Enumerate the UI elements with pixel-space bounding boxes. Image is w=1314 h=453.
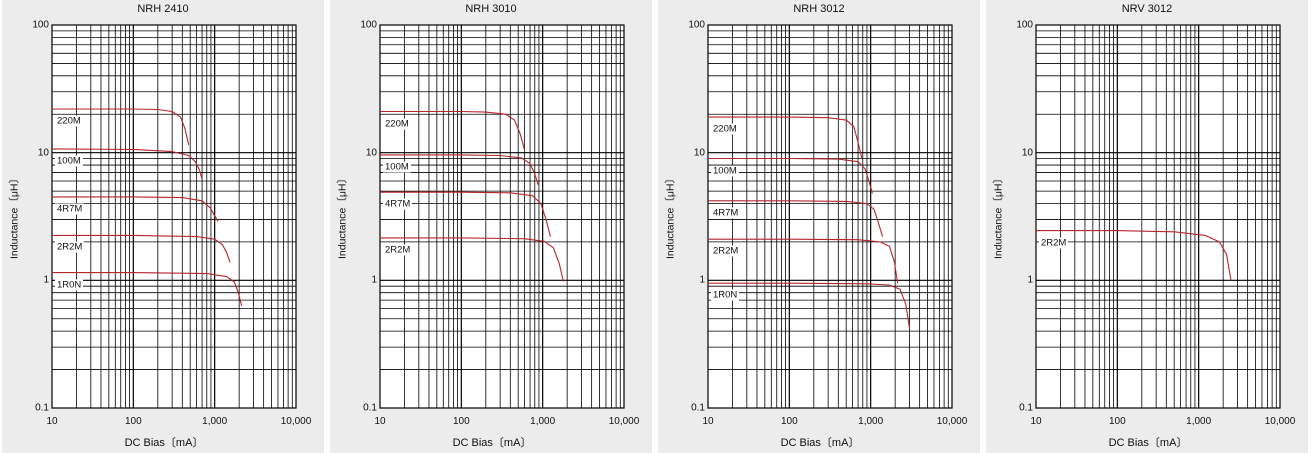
series-line-2r2m [1036,230,1232,281]
y-tick-label: 0.1 [35,402,49,414]
series-line-100m [51,148,203,180]
grid [1036,25,1280,408]
series-line-4r7m [380,191,552,237]
plot-frame [1035,24,1281,409]
series-label-100m: 100M [383,161,411,173]
chart-svg [707,24,953,409]
x-tick-label: 10,000 [280,416,312,427]
x-tick-label: 1,000 [202,416,228,427]
series-label-2r2m: 2R2M [711,245,741,257]
y-tick-label: 100 [360,19,377,31]
plot-frame [51,24,297,409]
y-tick-label: 0.1 [691,402,705,414]
chart-title: NRH 2410 [137,3,189,15]
y-axis-label-text: Inductance〔μH〕 [8,172,21,260]
x-tick-label: 100 [1108,416,1126,427]
series-label-220m: 220M [383,118,411,130]
series-line-220m [380,110,526,151]
series-line-4r7m [52,196,219,222]
x-tick-label: 10 [374,416,386,427]
chart-svg [51,24,297,409]
series-line-2r2m [380,237,564,282]
series-line-2r2m [708,238,899,284]
chart-svg [379,24,625,409]
chart-panel-nrh3010: NRH 3010 10 100 1,000 10,000 0.1 1 10 100 DC Bias… [330,0,652,453]
y-tick-label: 10 [1021,147,1033,159]
x-tick-label: 1,000 [530,416,556,427]
y-tick-label: 100 [688,19,705,31]
y-tick-label: 1 [371,274,377,286]
series-line-100m [708,157,873,194]
y-tick-label: 0.1 [1019,402,1033,414]
y-axis-label-text: Inductance〔μH〕 [664,172,677,260]
series-line-2r2m [52,234,231,263]
plot-area [708,25,952,408]
y-tick-label: 10 [365,147,377,159]
y-axis-label-text: Inductance〔μH〕 [992,172,1005,260]
series-label-1r0n: 1R0N [55,279,84,291]
series-label-4r7m: 4R7M [711,207,741,219]
x-tick-label: 100 [124,416,142,427]
y-tick-label: 10 [37,147,49,159]
x-axis-label: DC Bias〔mA〕 [452,437,532,449]
x-tick-label: 100 [452,416,470,427]
y-tick-label: 1 [1027,274,1033,286]
series-line-100m [380,154,539,185]
y-tick-label: 100 [1016,19,1033,31]
chart-title: NRV 3012 [1121,3,1173,15]
x-tick-label: 10 [1030,416,1042,427]
series-label-4r7m: 4R7M [55,203,85,215]
chart-title: NRH 3010 [465,3,517,15]
y-tick-label: 1 [43,274,49,286]
chart-title: NRH 3012 [793,3,845,15]
chart-svg [1035,24,1281,409]
series-line-220m [708,116,863,159]
x-tick-label: 10 [702,416,714,427]
x-tick-label: 10 [46,416,58,427]
series-label-2r2m: 2R2M [383,244,413,256]
x-axis-label: DC Bias〔mA〕 [780,437,860,449]
x-tick-label: 100 [780,416,798,427]
series-label-1r0n: 1R0N [711,289,740,301]
x-tick-label: 10,000 [936,416,968,427]
chart-panel-nrh2410: NRH 2410 10 100 1,000 10,000 0.1 1 10 100 DC Bias… [2,0,324,453]
plot-frame [379,24,625,409]
series-label-220m: 220M [55,115,83,127]
y-tick-label: 0.1 [363,402,377,414]
series-line-220m [52,108,190,146]
plot-area [380,25,624,408]
series-line-4r7m [708,200,884,237]
series-line-1r0n [708,282,911,329]
x-tick-label: 10,000 [1264,416,1296,427]
y-tick-label: 100 [32,19,49,31]
series-label-100m: 100M [711,165,739,176]
x-tick-label: 1,000 [858,416,884,427]
series-label-100m: 100M [55,155,83,167]
plot-area [1036,25,1280,408]
series-label-2r2m: 2R2M [1039,237,1069,249]
grid [708,25,952,408]
y-axis-label-text: Inductance〔μH〕 [336,172,349,260]
grid [380,25,624,408]
x-tick-label: 1,000 [1186,416,1212,427]
plot-frame [707,24,953,409]
x-axis-label: DC Bias〔mA〕 [124,437,204,449]
chart-panel-nrv3012: NRV 3012 10 100 1,000 10,000 0.1 1 10 100 DC Bias… [986,0,1308,453]
plot-area [52,25,296,408]
series-label-4r7m: 4R7M [383,198,413,210]
series-label-220m: 220M [711,123,739,135]
y-tick-label: 1 [699,274,705,286]
x-axis-label: DC Bias〔mA〕 [1108,437,1188,449]
y-tick-label: 10 [693,147,705,159]
x-tick-label: 10,000 [608,416,640,427]
series-label-2r2m: 2R2M [55,241,85,253]
chart-panel-nrh3012: NRH 3012 10 100 1,000 10,000 0.1 1 10 100 DC Bias… [658,0,980,453]
grid [52,25,296,408]
series-line-1r0n [52,272,243,307]
